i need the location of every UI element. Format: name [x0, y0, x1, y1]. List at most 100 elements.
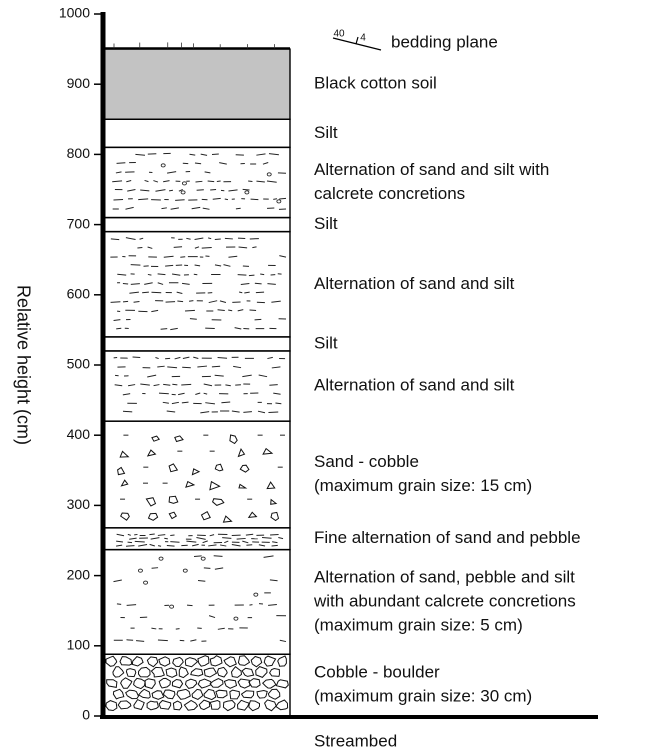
pattern-mark — [175, 200, 184, 201]
pattern-mark — [219, 163, 227, 165]
pattern-mark — [167, 367, 177, 368]
pattern-mark — [215, 464, 223, 471]
pattern-mark — [116, 328, 121, 329]
pattern-mark — [240, 465, 249, 472]
layer-label: calcrete concretions — [314, 184, 465, 203]
pattern-mark — [267, 357, 272, 358]
layer-label: Silt — [314, 123, 338, 142]
pattern-mark — [138, 544, 147, 546]
pattern-mark — [159, 557, 163, 560]
pattern-mark — [218, 357, 227, 358]
pattern-mark — [210, 482, 220, 490]
pattern-mark — [218, 310, 225, 311]
pattern-mark — [182, 402, 189, 403]
pattern-mark — [232, 544, 241, 546]
pattern-mark — [276, 700, 288, 710]
pattern-mark — [107, 680, 117, 688]
pattern-mark — [186, 482, 194, 488]
tick-label: 300 — [67, 496, 91, 512]
pattern-mark — [167, 545, 175, 546]
base-label: Streambed — [314, 731, 397, 750]
pattern-mark — [146, 498, 155, 506]
pattern-mark — [183, 569, 187, 572]
pattern-mark — [204, 568, 211, 569]
pattern-mark — [269, 385, 277, 386]
pattern-mark — [205, 403, 215, 404]
pattern-mark — [239, 292, 242, 293]
pattern-mark — [169, 464, 177, 472]
pattern-mark — [185, 310, 195, 311]
pattern-mark — [224, 516, 232, 522]
pattern-mark — [165, 265, 173, 266]
pattern-mark — [273, 393, 280, 394]
layer-label: Silt — [314, 333, 338, 352]
pattern-mark — [208, 545, 216, 546]
pattern-mark — [158, 535, 165, 536]
pattern-mark — [214, 556, 223, 557]
pattern-mark — [116, 541, 123, 542]
pattern-mark — [223, 265, 230, 267]
pattern-mark — [163, 402, 169, 403]
pattern-mark — [213, 499, 224, 506]
pattern-mark — [151, 628, 156, 629]
pattern-mark — [224, 680, 236, 689]
pattern-mark — [195, 238, 204, 240]
pattern-mark — [239, 484, 246, 488]
pattern-mark — [242, 375, 251, 376]
pattern-mark — [112, 181, 122, 182]
pattern-mark — [270, 580, 278, 581]
pattern-mark — [195, 393, 200, 394]
pattern-mark — [155, 190, 165, 192]
layer-label: Alternation of sand, pebble and silt — [314, 567, 575, 586]
pattern-mark — [195, 247, 199, 248]
pattern-mark — [233, 366, 241, 367]
layer-label: Silt — [314, 214, 338, 233]
pattern-mark — [182, 283, 190, 284]
pattern-mark — [163, 384, 170, 385]
pattern-mark — [195, 265, 200, 266]
pattern-mark — [126, 669, 135, 677]
pattern-mark — [134, 678, 146, 688]
pattern-mark — [117, 163, 126, 164]
pattern-mark — [158, 283, 163, 285]
layer-label: with abundant calcrete concretions — [313, 591, 576, 610]
pattern-mark — [149, 513, 158, 520]
legend-dip: 40 — [333, 29, 345, 40]
pattern-mark — [170, 605, 174, 608]
pattern-mark — [127, 190, 135, 192]
layer — [104, 421, 290, 528]
pattern-mark — [173, 701, 181, 710]
pattern-mark — [197, 190, 204, 191]
pattern-mark — [139, 667, 151, 677]
pattern-mark — [161, 208, 166, 209]
pattern-mark — [137, 247, 142, 248]
pattern-mark — [147, 701, 158, 710]
pattern-mark — [204, 384, 212, 386]
layer-label: Cobble - boulder — [314, 663, 440, 682]
pattern-mark — [181, 191, 185, 194]
layer-label: Black cotton soil — [314, 74, 437, 93]
pattern-mark — [268, 605, 277, 606]
soil-fill — [104, 49, 290, 119]
pattern-mark — [164, 538, 168, 539]
pattern-mark — [126, 690, 139, 699]
pattern-mark — [235, 328, 242, 329]
pattern-mark — [273, 199, 277, 200]
pattern-mark — [166, 668, 177, 677]
pattern-mark — [208, 181, 215, 182]
pattern-mark — [272, 545, 278, 546]
pattern-mark — [242, 691, 254, 698]
pattern-mark — [228, 190, 237, 191]
pattern-mark — [179, 667, 188, 678]
tick-label: 100 — [67, 637, 91, 653]
pattern-mark — [186, 238, 190, 239]
pattern-mark — [159, 701, 171, 710]
pattern-mark — [269, 154, 279, 155]
pattern-mark — [139, 689, 151, 698]
tick-label: 0 — [82, 707, 90, 723]
pattern-mark — [209, 301, 217, 303]
pattern-mark — [259, 375, 267, 377]
layer-label: Alternation of sand and silt — [314, 376, 515, 395]
pattern-mark — [196, 538, 205, 540]
pattern-mark — [258, 411, 265, 413]
